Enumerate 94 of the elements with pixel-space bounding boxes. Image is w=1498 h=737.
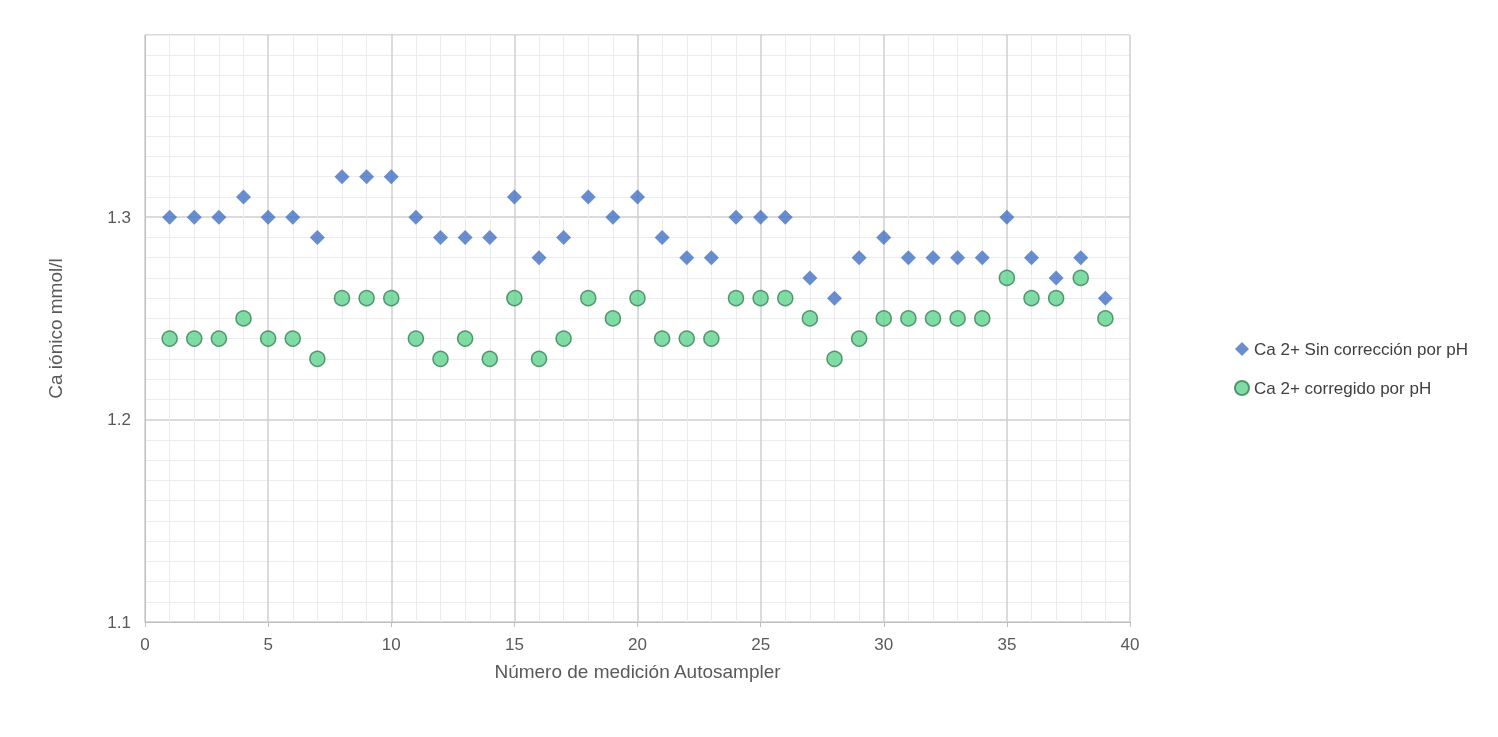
point <box>1048 270 1064 286</box>
point <box>703 250 719 266</box>
point <box>630 189 645 205</box>
y-axis-title: Ca iónico mmol/l <box>45 258 66 399</box>
x-tick-label: 5 <box>263 635 273 654</box>
point <box>333 289 351 307</box>
point <box>555 330 572 347</box>
x-tick-label: 0 <box>140 635 150 654</box>
point <box>186 330 203 347</box>
point <box>383 169 399 185</box>
point <box>876 229 892 245</box>
point <box>653 330 671 347</box>
y-tick-label: 1.3 <box>107 207 131 227</box>
point <box>456 330 474 347</box>
point <box>482 229 498 245</box>
point <box>162 209 178 225</box>
point <box>900 250 916 266</box>
point <box>924 310 942 327</box>
point <box>408 209 424 225</box>
point <box>433 229 448 245</box>
point <box>949 310 966 327</box>
point <box>457 229 473 245</box>
point <box>678 330 695 347</box>
point <box>654 229 670 245</box>
point <box>875 310 892 327</box>
point <box>481 350 498 368</box>
point <box>580 189 596 205</box>
point <box>186 209 202 225</box>
point <box>703 330 720 347</box>
point <box>900 310 917 327</box>
point <box>752 289 769 307</box>
point <box>605 209 621 225</box>
point <box>383 289 400 307</box>
point <box>285 209 301 225</box>
point <box>530 350 548 368</box>
point <box>974 310 991 327</box>
point <box>259 330 277 347</box>
point <box>1097 310 1114 327</box>
point <box>777 289 794 307</box>
x-tick-label: 25 <box>751 635 771 654</box>
point <box>827 290 842 306</box>
point <box>284 330 301 347</box>
point <box>531 250 547 266</box>
point <box>580 289 597 307</box>
x-tick-label: 35 <box>997 635 1017 654</box>
x-tick-label: 40 <box>1120 635 1140 654</box>
point <box>728 209 744 225</box>
point <box>974 250 990 266</box>
point <box>556 229 572 245</box>
point <box>309 350 326 368</box>
point <box>679 250 695 266</box>
point <box>1024 250 1039 266</box>
point <box>604 310 622 327</box>
point <box>1047 289 1065 307</box>
x-tick-label: 10 <box>381 635 401 654</box>
point <box>851 250 867 266</box>
legend-label: Ca 2+ corregido por pH <box>1253 378 1432 398</box>
point <box>309 229 325 245</box>
point <box>358 289 375 307</box>
x-axis-title: Número de medición Autosampler <box>494 661 782 682</box>
point <box>506 189 522 205</box>
point <box>211 209 227 225</box>
point <box>235 310 252 327</box>
point <box>260 209 276 225</box>
point <box>950 250 966 266</box>
point <box>629 289 646 307</box>
point <box>753 209 769 225</box>
point <box>850 330 868 347</box>
point <box>236 189 251 205</box>
point <box>925 250 941 266</box>
point <box>998 269 1016 287</box>
point <box>210 330 228 347</box>
point <box>1097 290 1113 306</box>
point <box>432 350 449 368</box>
x-tick-label: 15 <box>504 635 524 654</box>
x-tick-label: 30 <box>874 635 894 654</box>
point <box>506 289 523 307</box>
legend-label: Ca 2+ Sin corrección por pH <box>1253 339 1469 359</box>
point <box>359 169 375 185</box>
point <box>1073 250 1089 266</box>
y-tick-label: 1.1 <box>107 612 131 632</box>
point <box>777 209 793 225</box>
y-tick-label: 1.2 <box>107 410 131 430</box>
x-tick-label: 20 <box>628 635 647 654</box>
point <box>801 310 819 327</box>
point <box>1072 269 1089 287</box>
point <box>802 270 818 286</box>
point <box>1023 289 1040 307</box>
point <box>999 209 1015 225</box>
point <box>826 350 843 368</box>
point <box>334 169 350 185</box>
point <box>161 330 178 347</box>
point <box>407 330 425 347</box>
point <box>727 289 745 307</box>
